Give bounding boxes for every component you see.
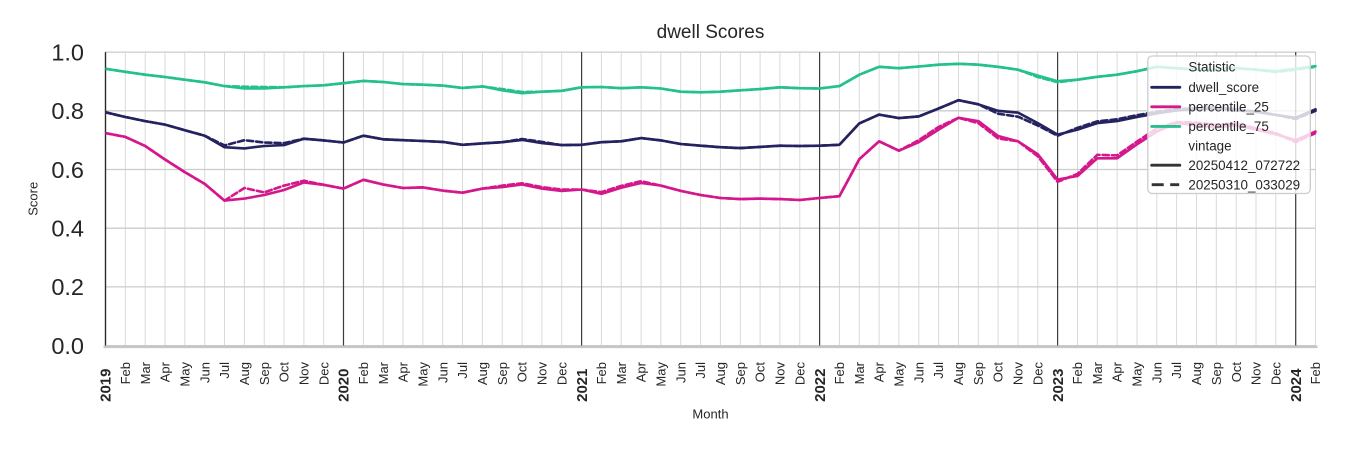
svg-text:Aug: Aug (237, 362, 252, 385)
svg-text:Nov: Nov (1249, 362, 1264, 386)
svg-text:0.2: 0.2 (51, 274, 84, 300)
svg-text:Dec: Dec (1268, 362, 1283, 386)
svg-text:Mar: Mar (376, 361, 391, 384)
svg-text:Aug: Aug (951, 362, 966, 385)
svg-text:Feb: Feb (356, 362, 371, 384)
svg-text:Apr: Apr (396, 361, 411, 382)
svg-text:Jun: Jun (911, 362, 926, 383)
svg-text:Apr: Apr (158, 361, 173, 382)
svg-text:dwell Scores: dwell Scores (657, 22, 765, 43)
svg-text:Oct: Oct (991, 362, 1006, 383)
svg-text:Score: Score (26, 182, 41, 216)
svg-text:Feb: Feb (594, 362, 609, 384)
svg-text:Mar: Mar (138, 361, 153, 384)
svg-text:vintage: vintage (1188, 139, 1231, 154)
svg-text:Jun: Jun (435, 362, 450, 383)
svg-text:2021: 2021 (574, 369, 591, 402)
svg-text:May: May (1130, 362, 1145, 387)
svg-text:2024: 2024 (1288, 368, 1305, 402)
svg-text:Aug: Aug (475, 362, 490, 385)
svg-text:Sep: Sep (257, 362, 272, 385)
svg-text:Jun: Jun (1149, 362, 1164, 383)
svg-text:Aug: Aug (1189, 362, 1204, 385)
svg-text:0.0: 0.0 (51, 333, 84, 359)
svg-text:Mar: Mar (852, 361, 867, 384)
svg-text:Nov: Nov (773, 362, 788, 386)
svg-text:Jul: Jul (455, 362, 470, 379)
svg-text:Dec: Dec (554, 362, 569, 386)
svg-text:0.6: 0.6 (51, 157, 84, 183)
svg-text:Month: Month (692, 407, 728, 422)
svg-text:Apr: Apr (1110, 361, 1125, 382)
svg-text:Oct: Oct (1229, 362, 1244, 383)
svg-text:Dec: Dec (1030, 362, 1045, 386)
svg-text:Jun: Jun (197, 362, 212, 383)
svg-text:1.0: 1.0 (51, 39, 84, 65)
svg-text:Jun: Jun (673, 362, 688, 383)
svg-text:May: May (654, 362, 669, 387)
svg-text:Dec: Dec (792, 362, 807, 386)
svg-text:Nov: Nov (535, 362, 550, 386)
svg-text:Feb: Feb (832, 362, 847, 384)
svg-text:Jul: Jul (217, 362, 232, 379)
svg-text:Jul: Jul (1169, 362, 1184, 379)
svg-text:Sep: Sep (971, 362, 986, 385)
svg-text:Feb: Feb (1308, 362, 1323, 384)
svg-text:Sep: Sep (733, 362, 748, 385)
svg-text:20250412_072722: 20250412_072722 (1188, 158, 1300, 173)
svg-text:Oct: Oct (753, 362, 768, 383)
svg-text:Nov: Nov (297, 362, 312, 386)
svg-text:Nov: Nov (1011, 362, 1026, 386)
svg-text:Jul: Jul (931, 362, 946, 379)
svg-text:2019: 2019 (98, 369, 115, 402)
svg-text:2020: 2020 (336, 369, 353, 402)
svg-text:0.4: 0.4 (51, 216, 84, 242)
svg-text:May: May (177, 362, 192, 387)
svg-text:Feb: Feb (1070, 362, 1085, 384)
svg-text:Jul: Jul (693, 362, 708, 379)
svg-text:2023: 2023 (1050, 369, 1067, 402)
svg-text:Aug: Aug (713, 362, 728, 385)
svg-text:Sep: Sep (495, 362, 510, 385)
svg-text:Dec: Dec (316, 362, 331, 386)
svg-text:Statistic: Statistic (1188, 60, 1235, 75)
svg-text:dwell_score: dwell_score (1188, 80, 1259, 95)
svg-text:Oct: Oct (277, 362, 292, 383)
svg-text:May: May (892, 362, 907, 387)
svg-text:percentile_75: percentile_75 (1188, 119, 1268, 134)
svg-text:20250310_033029: 20250310_033029 (1188, 177, 1300, 192)
svg-text:Mar: Mar (1090, 361, 1105, 384)
svg-text:Feb: Feb (118, 362, 133, 384)
svg-text:Sep: Sep (1209, 362, 1224, 385)
svg-text:Apr: Apr (634, 361, 649, 382)
svg-text:Oct: Oct (515, 362, 530, 383)
svg-text:0.8: 0.8 (51, 98, 84, 124)
svg-text:percentile_25: percentile_25 (1188, 100, 1268, 115)
svg-text:Apr: Apr (872, 361, 887, 382)
svg-text:May: May (416, 362, 431, 387)
svg-text:Mar: Mar (614, 361, 629, 384)
svg-text:2022: 2022 (812, 369, 829, 402)
